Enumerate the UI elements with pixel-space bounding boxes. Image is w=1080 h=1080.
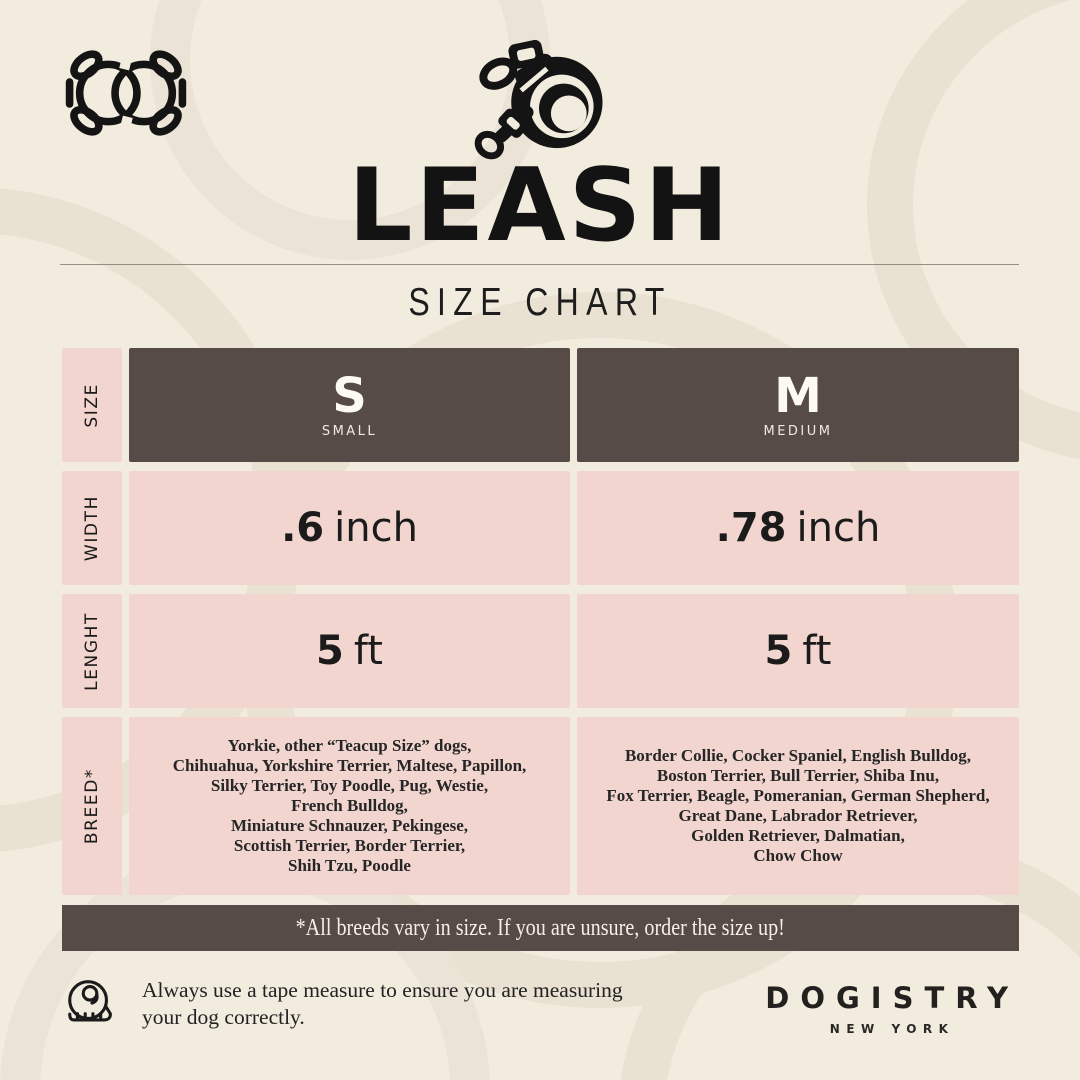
size-table: SIZE S SMALL M MEDIUM WIDTH .6 inch .78 … <box>62 348 1019 895</box>
measuring-note-text: Always use a tape measure to ensure you … <box>142 978 623 1029</box>
length-number-m: 5 <box>764 628 793 674</box>
width-number-m: .78 <box>715 505 787 551</box>
row-label-length: LENGHT <box>62 594 122 708</box>
width-value-small: .6 inch <box>129 471 570 585</box>
dogistry-knot-logo-icon <box>62 42 190 144</box>
row-label-breed: BREED* <box>62 717 122 895</box>
breed-line: Fox Terrier, Beagle, Pomeranian, German … <box>606 786 990 805</box>
row-label-size-text: SIZE <box>82 382 102 428</box>
page-subtitle: SIZE CHART <box>408 281 672 324</box>
brand-wordmark: DOGISTRY NEW YORK <box>765 981 1019 1036</box>
row-label-width: WIDTH <box>62 471 122 585</box>
length-unit-m: ft <box>802 628 832 674</box>
breed-list-small: Yorkie, other “Teacup Size” dogs, Chihuah… <box>129 717 570 895</box>
breed-line: Chow Chow <box>753 846 843 865</box>
breed-list-medium: Border Collie, Cocker Spaniel, English B… <box>577 717 1019 895</box>
divider-line <box>60 264 1019 265</box>
row-label-size: SIZE <box>62 348 122 462</box>
size-name-small: SMALL <box>321 423 378 439</box>
breed-line: Great Dane, Labrador Retriever, <box>678 806 918 825</box>
measuring-note: Always use a tape measure to ensure you … <box>62 972 657 1032</box>
size-name-medium: MEDIUM <box>763 423 833 439</box>
size-letter-m: M <box>774 367 822 424</box>
breed-line: Boston Terrier, Bull Terrier, Shiba Inu, <box>656 766 940 785</box>
breed-line: French Bulldog, <box>291 796 408 815</box>
length-value-medium: 5 ft <box>577 594 1019 708</box>
footnote-text: *All breeds vary in size. If you are uns… <box>295 914 786 941</box>
breed-line: Chihuahua, Yorkshire Terrier, Maltese, P… <box>172 756 527 775</box>
row-label-length-text: LENGHT <box>82 611 102 691</box>
width-number-s: .6 <box>281 505 325 551</box>
breed-line: Border Collie, Cocker Spaniel, English B… <box>624 746 972 765</box>
brand-location: NEW YORK <box>829 1022 955 1036</box>
breed-line: Silky Terrier, Toy Poodle, Pug, Westie, <box>210 776 489 795</box>
width-unit-m: inch <box>796 505 881 551</box>
size-letter-s: S <box>332 367 367 424</box>
tape-measure-icon <box>62 974 120 1032</box>
size-header-medium: M MEDIUM <box>577 348 1019 462</box>
width-unit-s: inch <box>334 505 418 551</box>
breed-line: Scottish Terrier, Border Terrier, <box>233 836 466 855</box>
page-title: LEASH <box>348 146 732 264</box>
row-label-breed-text: BREED* <box>82 767 102 845</box>
size-header-small: S SMALL <box>129 348 570 462</box>
footnote-bar: *All breeds vary in size. If you are uns… <box>62 905 1019 951</box>
length-value-small: 5 ft <box>129 594 570 708</box>
breed-line: Miniature Schnauzer, Pekingese, <box>230 816 469 835</box>
breed-line: Golden Retriever, Dalmatian, <box>691 826 905 845</box>
breed-line: Yorkie, other “Teacup Size” dogs, <box>227 736 472 755</box>
length-number-s: 5 <box>316 628 344 674</box>
row-label-width-text: WIDTH <box>82 494 102 562</box>
length-unit-s: ft <box>353 628 383 674</box>
brand-name: DOGISTRY <box>765 981 1019 1015</box>
leash-icon <box>464 27 616 161</box>
width-value-medium: .78 inch <box>577 471 1019 585</box>
breed-line: Shih Tzu, Poodle <box>288 856 411 875</box>
